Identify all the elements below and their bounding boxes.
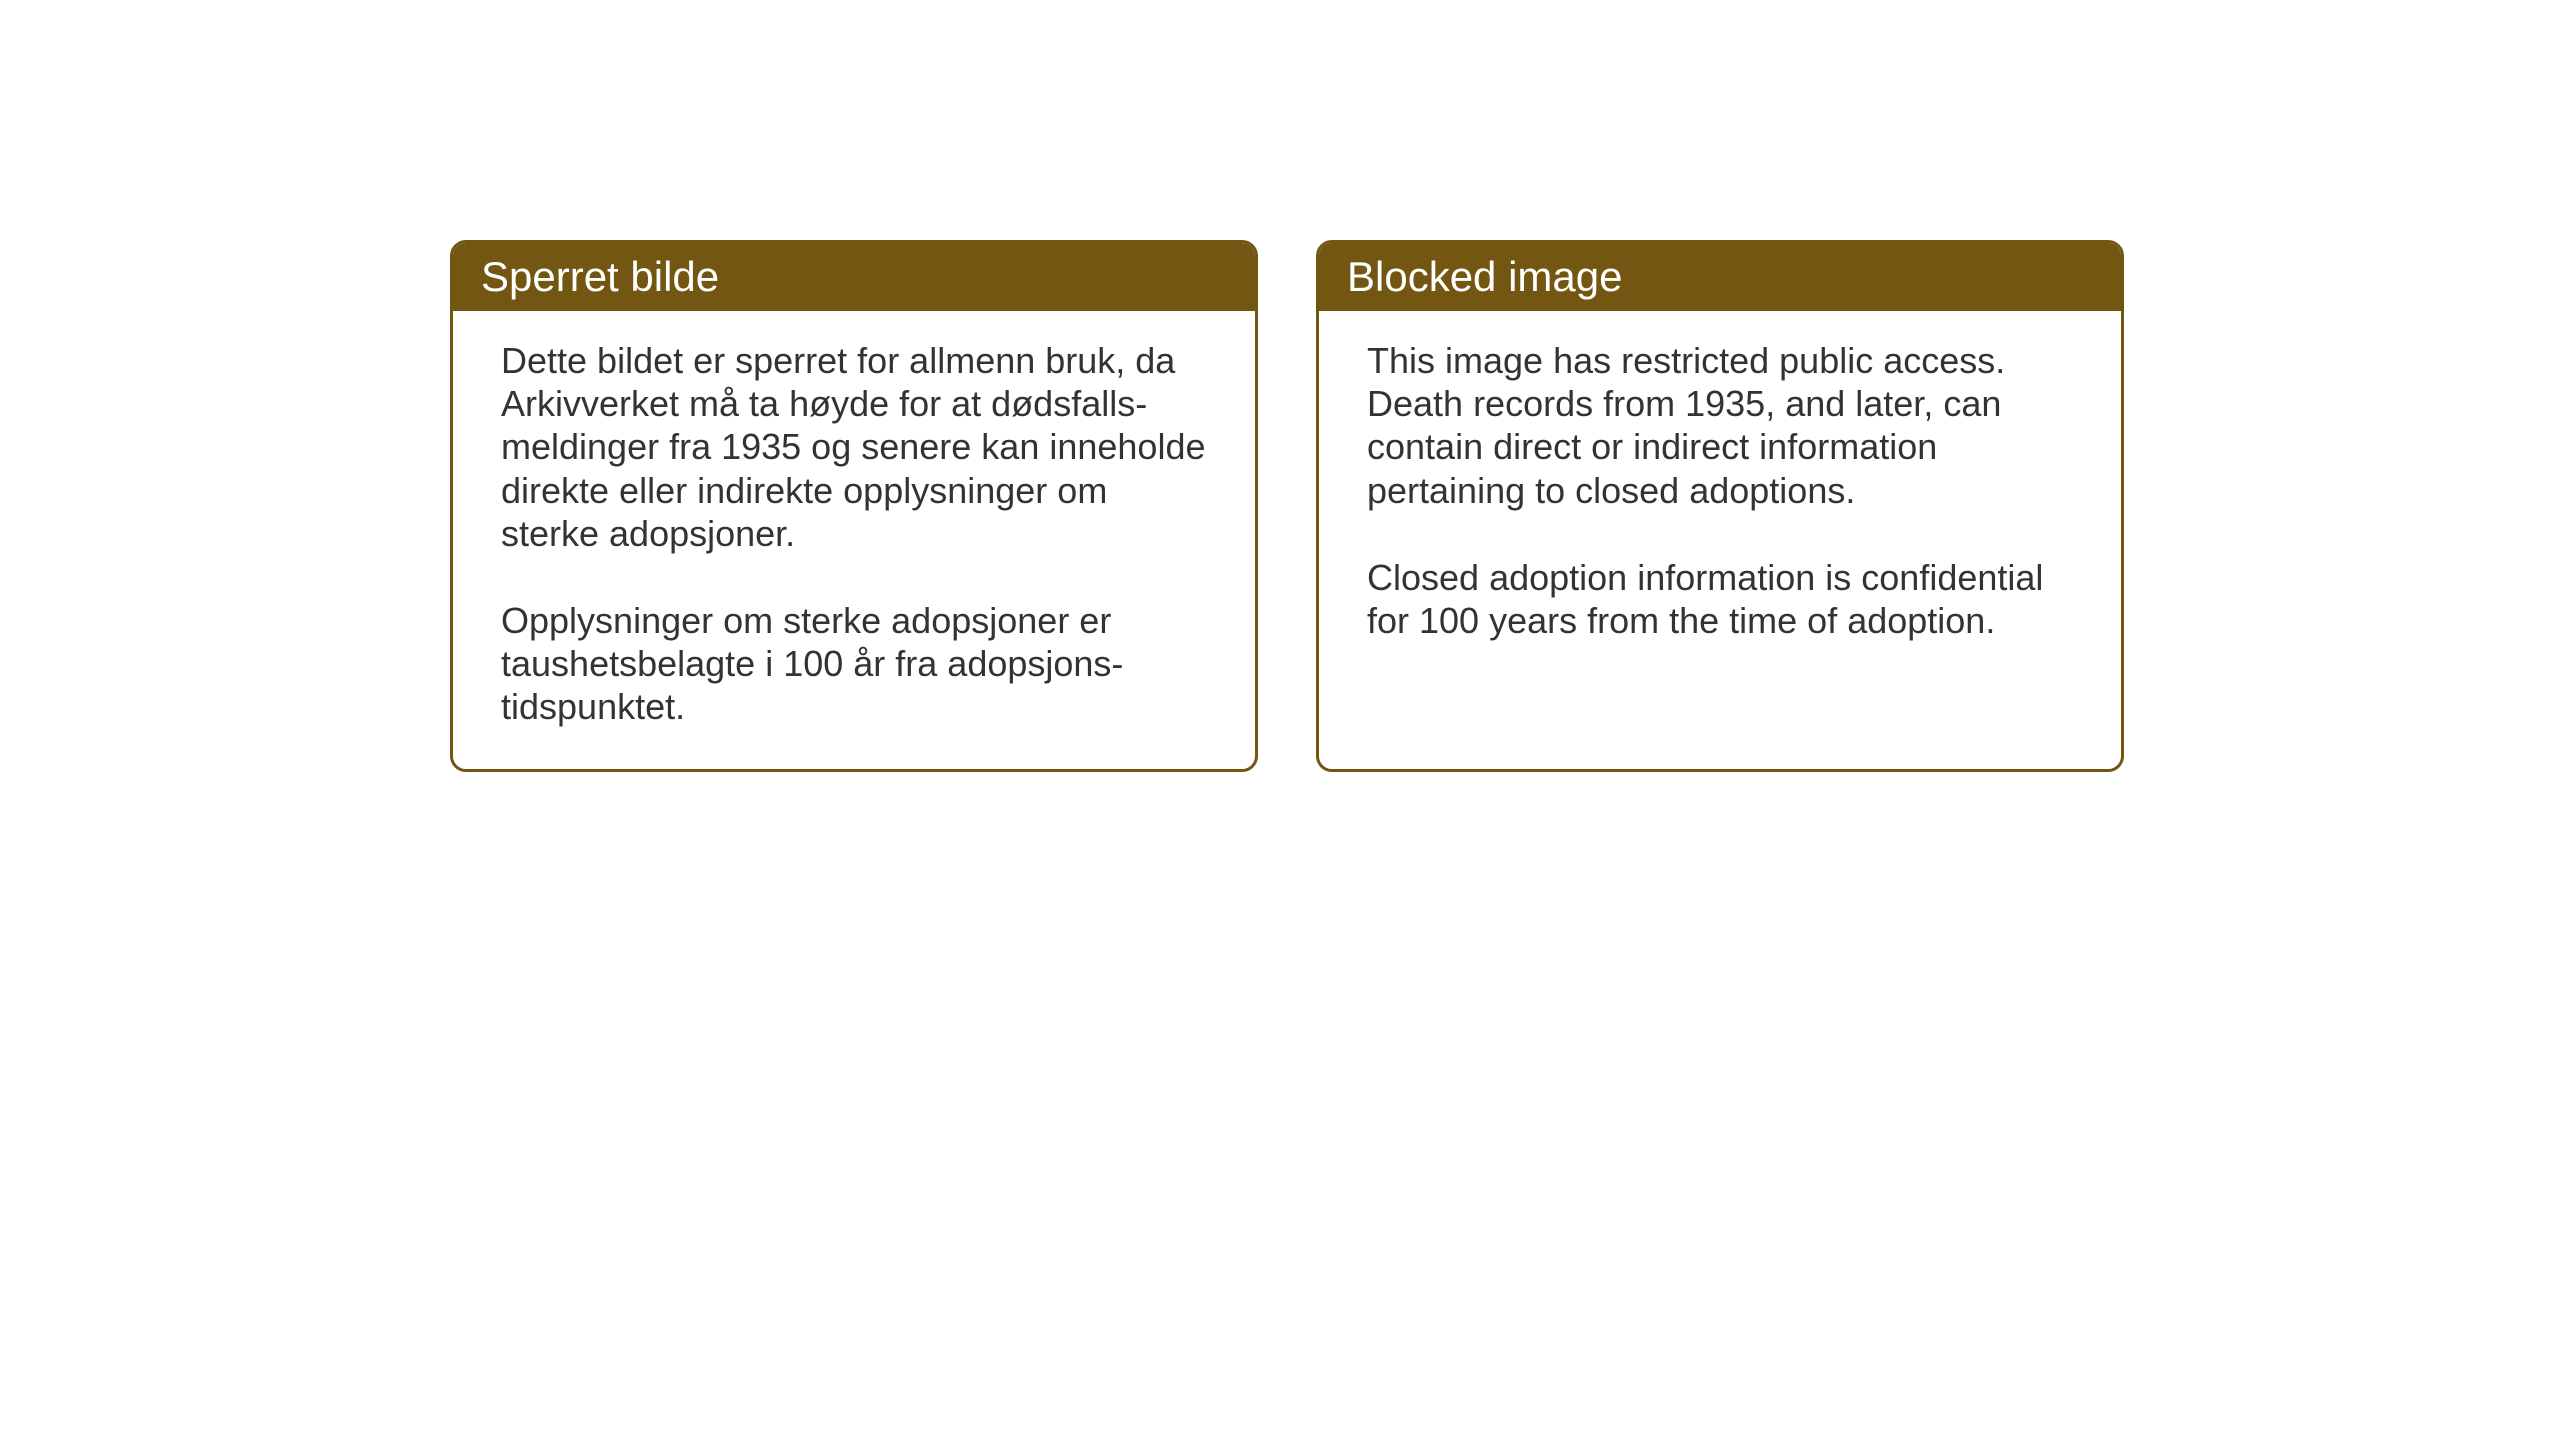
norwegian-paragraph-2: Opplysninger om sterke adopsjoner er tau…	[501, 599, 1207, 729]
norwegian-card: Sperret bilde Dette bildet er sperret fo…	[450, 240, 1258, 772]
english-paragraph-1: This image has restricted public access.…	[1367, 339, 2073, 512]
info-cards-container: Sperret bilde Dette bildet er sperret fo…	[450, 240, 2124, 772]
english-card: Blocked image This image has restricted …	[1316, 240, 2124, 772]
norwegian-card-title: Sperret bilde	[481, 253, 719, 300]
english-card-body: This image has restricted public access.…	[1319, 311, 2121, 682]
norwegian-paragraph-1: Dette bildet er sperret for allmenn bruk…	[501, 339, 1207, 555]
english-paragraph-2: Closed adoption information is confident…	[1367, 556, 2073, 642]
english-card-title: Blocked image	[1347, 253, 1622, 300]
norwegian-card-header: Sperret bilde	[453, 243, 1255, 311]
english-card-header: Blocked image	[1319, 243, 2121, 311]
norwegian-card-body: Dette bildet er sperret for allmenn bruk…	[453, 311, 1255, 769]
